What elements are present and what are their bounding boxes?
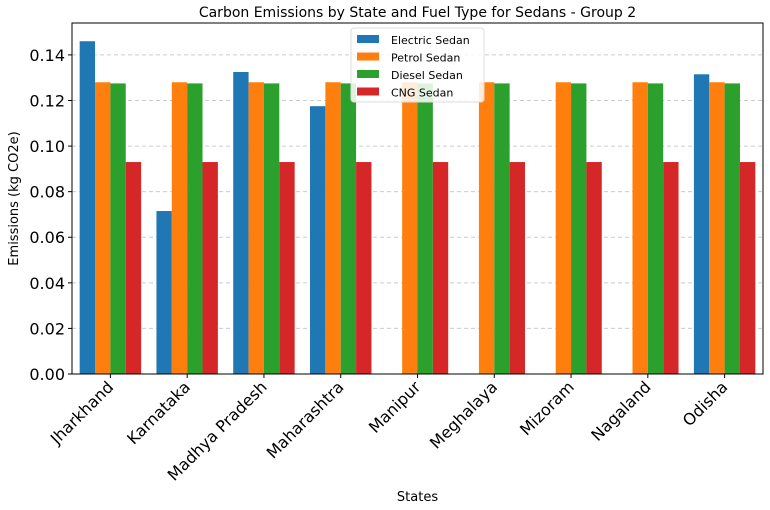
y-tick-label: 0.06 bbox=[29, 228, 65, 247]
bar-petrol-sedan-madhya-pradesh bbox=[248, 82, 264, 375]
y-tick-label: 0.12 bbox=[29, 91, 65, 110]
legend-swatch bbox=[357, 87, 379, 96]
bar-petrol-sedan-karnataka bbox=[171, 82, 188, 375]
x-tick-label: Manipur bbox=[365, 377, 425, 437]
bar-cng-sedan-madhya-pradesh bbox=[279, 162, 295, 374]
x-tick-label: Maharashtra bbox=[263, 377, 348, 462]
y-axis: 0.00 0.02 0.04 0.06 0.08 0.10 0.12 0.14 bbox=[29, 46, 72, 384]
bar-diesel-sedan-odisha bbox=[724, 83, 740, 374]
x-tick-label: Odisha bbox=[679, 377, 732, 430]
legend-swatch bbox=[357, 52, 379, 61]
y-tick-label: 0.04 bbox=[29, 274, 65, 293]
bar-diesel-sedan-karnataka bbox=[187, 83, 203, 374]
bar-diesel-sedan-maharashtra bbox=[340, 83, 357, 374]
legend-swatch bbox=[357, 70, 379, 78]
x-tick-label: Karnataka bbox=[123, 377, 194, 448]
bar-diesel-sedan-mizoram bbox=[571, 83, 587, 374]
chart-title: Carbon Emissions by State and Fuel Type … bbox=[199, 5, 636, 21]
bar-petrol-sedan-maharashtra bbox=[325, 82, 341, 375]
bar-petrol-sedan-mizoram bbox=[555, 82, 572, 375]
bar-electric-sedan-madhya-pradesh bbox=[233, 72, 249, 375]
bar-petrol-sedan-manipur bbox=[402, 82, 418, 375]
legend-entry: Diesel Sedan bbox=[391, 69, 463, 82]
y-tick-label: 0.00 bbox=[29, 365, 65, 384]
bar-diesel-sedan-manipur bbox=[417, 83, 433, 374]
bar-electric-sedan-karnataka bbox=[156, 211, 172, 374]
x-tick-label: Jharkhand bbox=[46, 377, 117, 448]
bar-cng-sedan-odisha bbox=[739, 162, 756, 374]
bar-petrol-sedan-odisha bbox=[709, 82, 725, 375]
bar-cng-sedan-mizoram bbox=[586, 162, 602, 374]
x-tick-label: Mizoram bbox=[516, 377, 578, 439]
bar-diesel-sedan-nagaland bbox=[647, 83, 664, 374]
y-axis-label: Emissions (kg CO2e) bbox=[7, 131, 22, 265]
bar-petrol-sedan-jharkhand bbox=[95, 82, 111, 375]
legend-entry: CNG Sedan bbox=[391, 87, 453, 100]
y-tick-label: 0.14 bbox=[29, 46, 65, 65]
bar-petrol-sedan-meghalaya bbox=[478, 82, 495, 375]
bar-cng-sedan-karnataka bbox=[202, 162, 218, 374]
y-tick-label: 0.02 bbox=[29, 319, 65, 338]
bar-electric-sedan-odisha bbox=[693, 74, 710, 374]
bar-diesel-sedan-meghalaya bbox=[494, 83, 510, 374]
x-axis-label: States bbox=[397, 490, 438, 505]
bars bbox=[79, 41, 756, 375]
bar-cng-sedan-meghalaya bbox=[509, 162, 525, 374]
legend-box bbox=[350, 27, 485, 103]
bar-diesel-sedan-jharkhand bbox=[110, 83, 126, 374]
bar-electric-sedan-maharashtra bbox=[310, 106, 326, 374]
y-tick-label: 0.08 bbox=[29, 183, 65, 202]
bar-cng-sedan-jharkhand bbox=[125, 162, 142, 374]
bar-cng-sedan-manipur bbox=[432, 162, 449, 374]
bar-petrol-sedan-nagaland bbox=[632, 82, 648, 375]
x-tick-label: Meghalaya bbox=[426, 377, 501, 452]
legend-entry: Petrol Sedan bbox=[391, 52, 460, 65]
bar-electric-sedan-jharkhand bbox=[79, 41, 96, 374]
legend-swatch bbox=[357, 35, 379, 43]
bar-diesel-sedan-madhya-pradesh bbox=[263, 83, 280, 374]
bar-cng-sedan-nagaland bbox=[663, 162, 679, 374]
x-tick-label: Nagaland bbox=[587, 377, 654, 444]
y-tick-label: 0.10 bbox=[29, 137, 65, 156]
legend-entry: Electric Sedan bbox=[391, 34, 470, 47]
legend: Electric Sedan Petrol Sedan Diesel Sedan CN… bbox=[350, 27, 485, 103]
bar-cng-sedan-maharashtra bbox=[356, 162, 372, 374]
